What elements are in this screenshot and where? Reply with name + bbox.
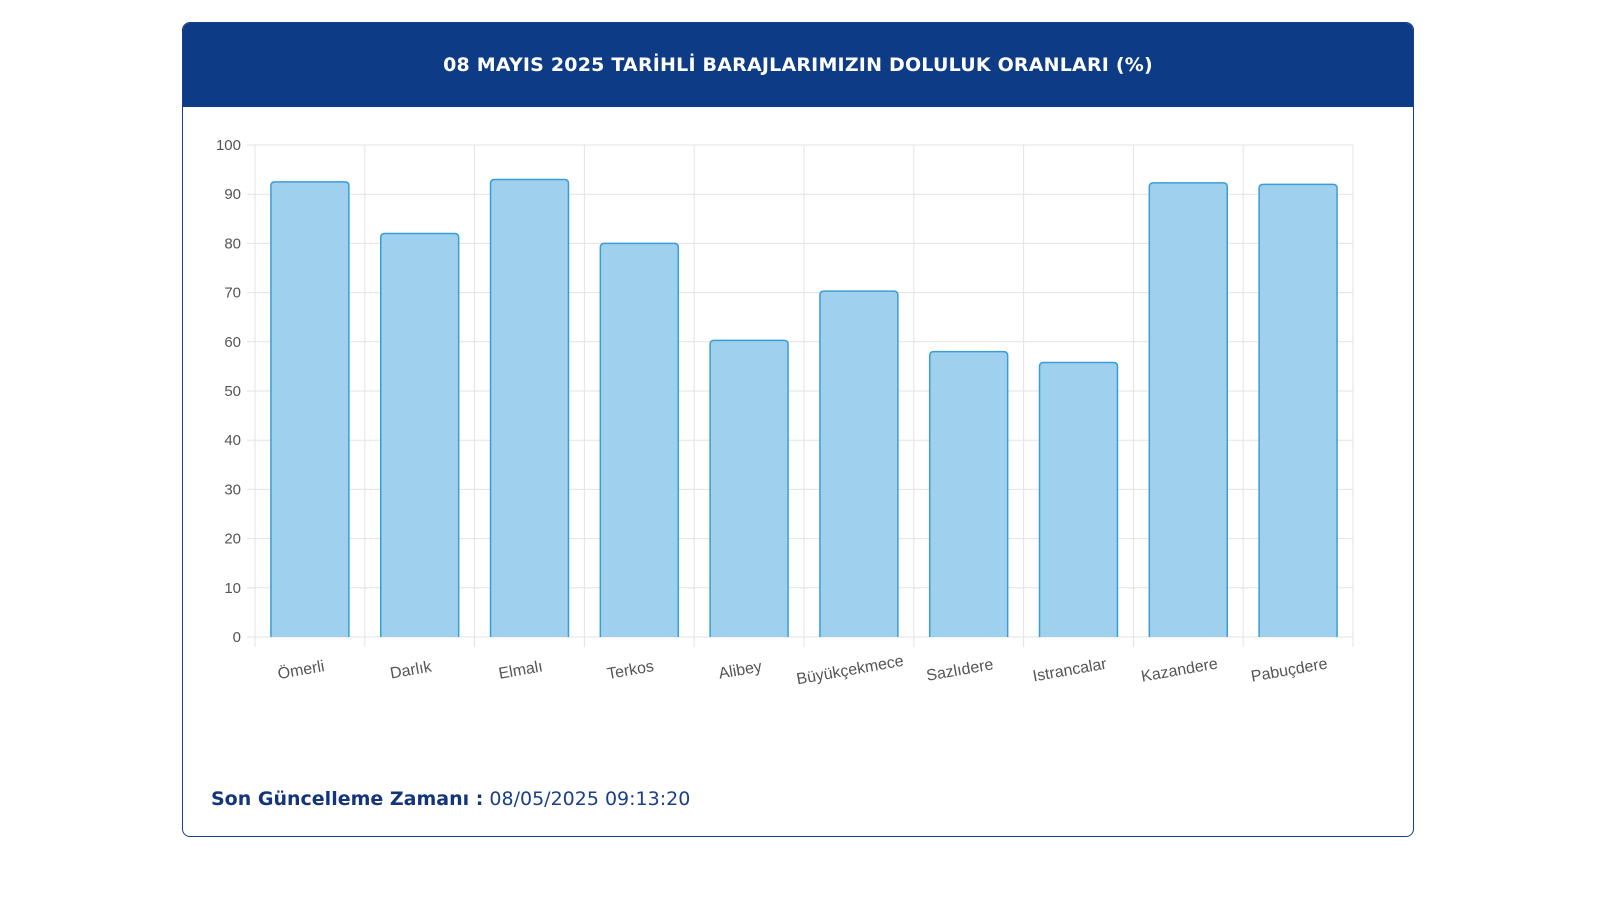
bar-5 [819,290,899,637]
bar-4 [709,339,789,637]
card-header: 08 MAYIS 2025 TARİHLİ BARAJLARIMIZIN DOL… [183,23,1413,107]
y-tick-label: 40 [224,432,241,449]
x-tick-label: Sazlıdere [925,656,995,684]
bar-chart: 0 10 20 30 40 50 60 70 80 90 100 Ömerli Darlık Elmalı… [216,137,1354,689]
bar-1 [379,232,460,637]
x-tick-label: Elmalı [497,658,544,682]
y-tick-label: 30 [224,481,241,498]
chart-title: 08 MAYIS 2025 TARİHLİ BARAJLARIMIZIN DOL… [443,54,1153,76]
bar-6 [928,350,1009,637]
y-tick-label: 100 [216,137,241,154]
bar-3 [599,242,680,637]
chart-card: 08 MAYIS 2025 TARİHLİ BARAJLARIMIZIN DOL… [182,22,1414,837]
x-tick-label: Darlık [389,658,434,682]
x-tick-label: Kazandere [1140,655,1219,685]
y-tick-label: 60 [224,334,241,351]
y-tick-label: 10 [224,580,241,597]
bar-2 [489,178,570,637]
y-tick-label: 20 [224,531,241,548]
last-update-label: Son Güncelleme Zamanı : [211,788,484,810]
x-tick-label: Alibey [717,658,763,682]
y-tick-label: 0 [233,629,241,646]
bar-7 [1038,361,1119,637]
bar-8 [1148,182,1229,637]
x-tick-label: Terkos [606,658,655,683]
y-tick-label: 50 [224,383,241,400]
bar-9 [1258,183,1338,637]
x-tick-label: Büyükçekmece [795,653,905,689]
last-update-value: 08/05/2025 09:13:20 [489,788,691,810]
y-tick-label: 70 [224,285,241,302]
y-tick-label: 80 [224,235,241,252]
x-tick-label: Istrancalar [1031,656,1108,686]
x-tick-label: Pabuçdere [1250,655,1329,685]
last-update: Son Güncelleme Zamanı : 08/05/2025 09:13… [211,788,690,810]
x-tick-label: Ömerli [276,657,326,683]
bar-0 [270,181,350,637]
y-tick-label: 90 [224,186,241,203]
